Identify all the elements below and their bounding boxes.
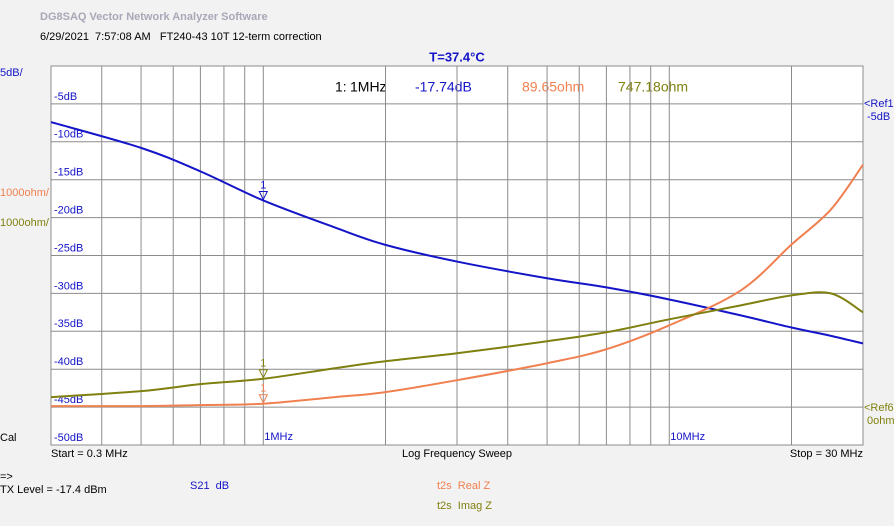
y-tick-label: -25dB xyxy=(54,242,83,254)
y-tick-label: -40dB xyxy=(54,356,83,368)
trace xyxy=(50,291,864,399)
temperature: T=37.4°C xyxy=(429,49,485,64)
marker-id: 1: xyxy=(335,79,347,95)
trace xyxy=(50,164,864,408)
arrow: => xyxy=(0,471,13,483)
y-tick-label: -30dB xyxy=(54,280,83,292)
scale-imag: 1000ohm/ xyxy=(0,217,50,229)
cal: Cal xyxy=(0,432,17,444)
y-tick-label: -10dB xyxy=(54,129,83,141)
marker-s21: -17.74dB xyxy=(415,79,472,95)
legend-entry: t2s Imag Z xyxy=(437,500,492,512)
info-line: 6/29/2021 7:57:08 AM FT240-43 10T 12-ter… xyxy=(40,31,322,43)
legend-entry: S21 dB xyxy=(190,480,229,492)
ref1: <Ref1 xyxy=(864,98,894,110)
marker-imag: 747.18ohm xyxy=(618,79,688,95)
marker-freq: 1MHz xyxy=(350,79,387,95)
plot: 1MHz 10MHz -5dB -10dB -15dB -20dB -25dB -30dB -3… xyxy=(50,66,864,512)
marker xyxy=(258,394,269,404)
y-tick-label: -20dB xyxy=(54,205,83,217)
ref6: <Ref6 xyxy=(864,402,894,414)
x-tick-label: 1MHz xyxy=(264,431,293,443)
y-tick-label: -5dB xyxy=(54,91,77,103)
sweep: Log Frequency Sweep xyxy=(402,448,512,460)
marker-label: 1 xyxy=(260,358,266,370)
tx-level: TX Level = -17.4 dBm xyxy=(0,484,107,496)
ref1-value: -5dB xyxy=(867,111,890,123)
marker xyxy=(258,190,269,201)
x-tick-label: 10MHz xyxy=(670,431,705,443)
ref6-value: 0ohm xyxy=(867,415,894,427)
marker-label: 1 xyxy=(260,179,266,191)
marker xyxy=(258,369,269,379)
stop: Stop = 30 MHz xyxy=(790,448,863,460)
scale-db: 5dB/ xyxy=(0,67,24,79)
marker-label: 1 xyxy=(260,383,266,395)
y-tick-label: -50dB xyxy=(54,432,83,444)
legend-entry: t2s Real Z xyxy=(437,480,490,492)
y-tick-label: -15dB xyxy=(54,167,83,179)
app-title: DG8SAQ Vector Network Analyzer Software xyxy=(40,11,268,23)
marker-real: 89.65ohm xyxy=(522,79,584,95)
trace xyxy=(50,121,864,345)
start: Start = 0.3 MHz xyxy=(51,448,128,460)
y-tick-label: -35dB xyxy=(54,318,83,330)
scale-real: 1000ohm/ xyxy=(0,187,50,199)
